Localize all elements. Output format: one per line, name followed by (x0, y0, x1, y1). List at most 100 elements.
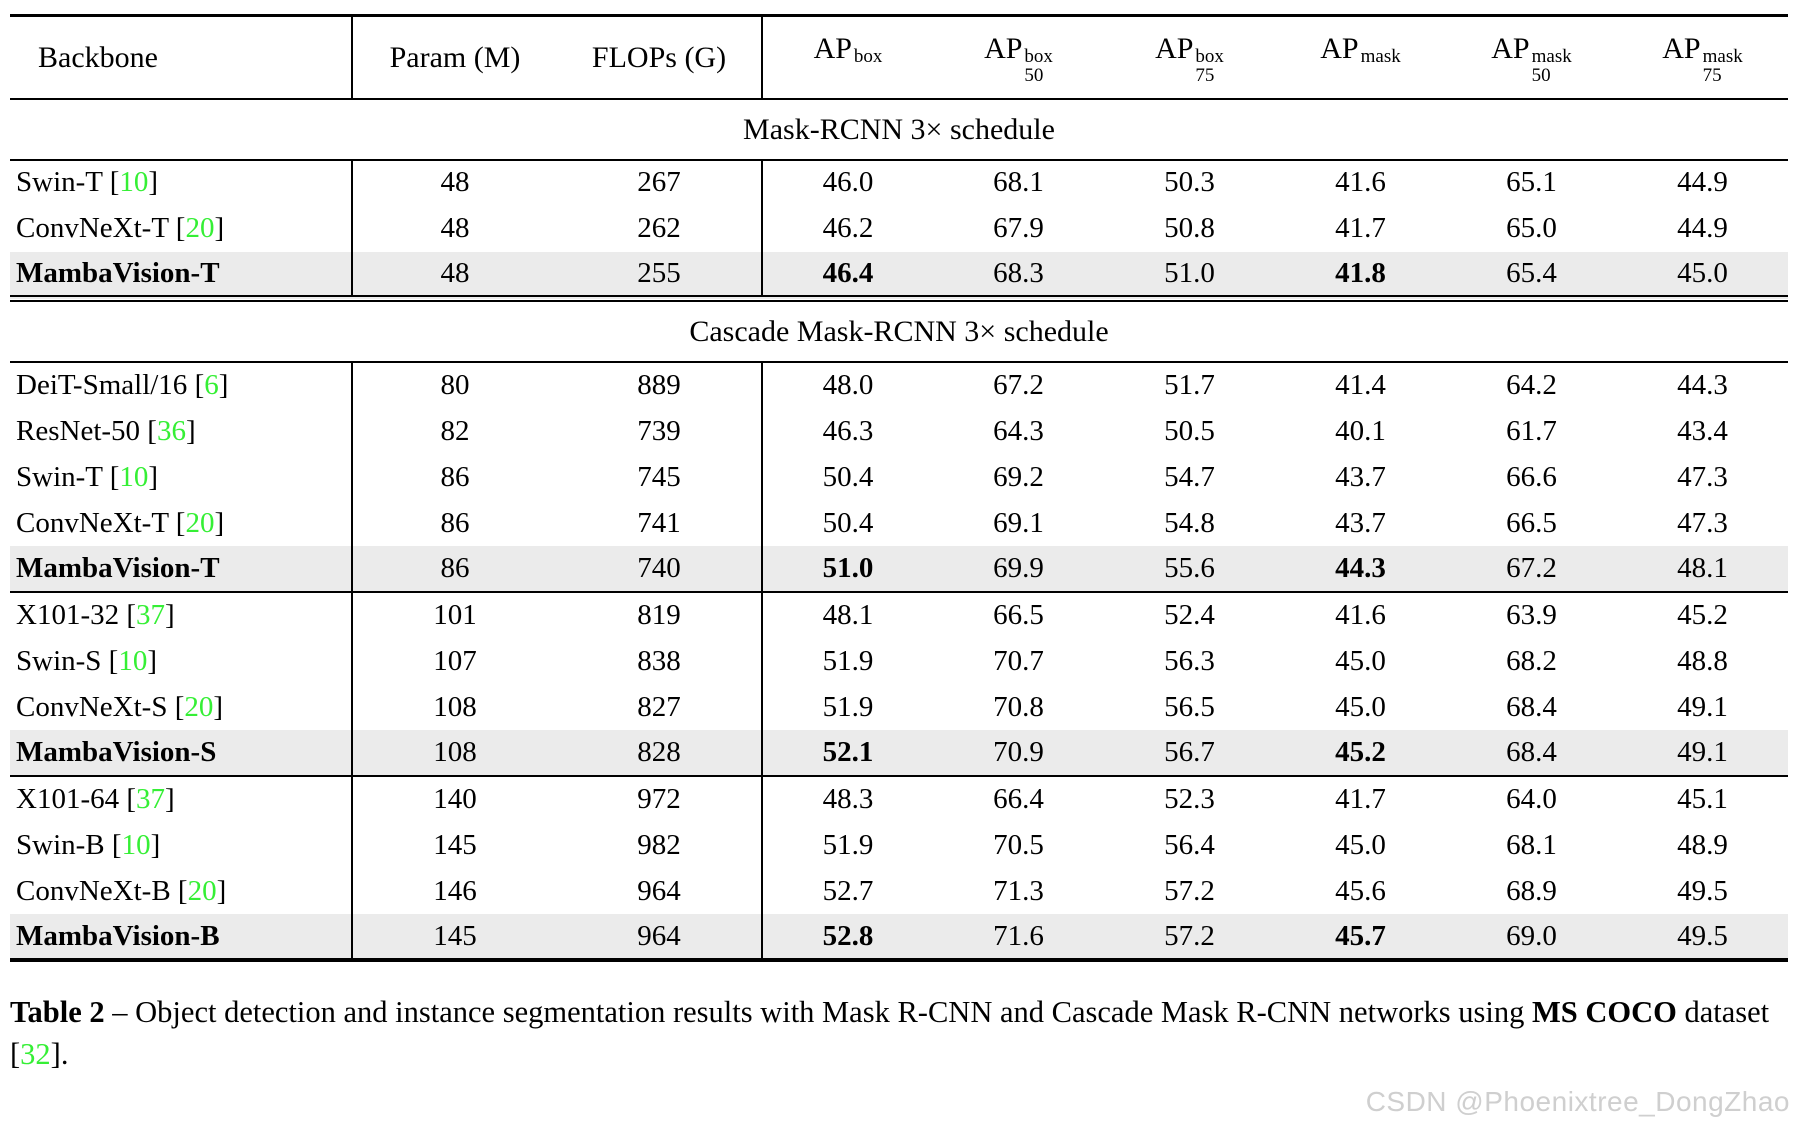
backbone-label: Swin-T (16, 460, 103, 493)
citation-ref[interactable]: 6 (204, 369, 219, 402)
column-header-ap50-mask: AP mask 50 (1446, 15, 1617, 100)
cell-ap50-box: 66.4 (993, 783, 1044, 816)
cell-ap75-box: 56.4 (1164, 828, 1215, 861)
cell-param: 145 (352, 914, 557, 961)
caption-dataset-name: MS COCO (1531, 995, 1677, 1030)
cell-ap50-mask: 68.4 (1506, 690, 1557, 723)
cell-ap-box: 51.9 (822, 828, 874, 861)
cell-ap-mask: 45.2 (1275, 730, 1446, 778)
cell-ap-box: 46.2 (822, 211, 874, 244)
cell-ap-mask: 41.7 (1335, 783, 1386, 816)
citation-ref[interactable]: 20 (187, 874, 217, 907)
citation-ref[interactable]: 37 (136, 599, 166, 632)
cell-ap50-mask: 61.7 (1506, 414, 1557, 447)
cell-param: 145 (433, 828, 477, 861)
cell-ap75-mask: 49.5 (1617, 914, 1788, 961)
cell-ap75-box: 57.2 (1164, 874, 1215, 907)
citation-ref[interactable]: 10 (121, 828, 151, 861)
column-header-flops: FLOPs (G) (557, 15, 763, 100)
cell-ap-mask: 45.7 (1275, 914, 1446, 961)
cell-ap75-box: 51.0 (1104, 251, 1275, 299)
cell-param: 146 (433, 874, 477, 907)
cell-ap-mask: 45.0 (1335, 644, 1386, 677)
backbone-name: X101-32 [37] (10, 592, 353, 639)
cell-ap50-mask: 63.9 (1506, 599, 1557, 632)
cell-ap75-box: 56.7 (1104, 730, 1275, 778)
cell-ap-box: 52.7 (822, 874, 874, 907)
citation-ref[interactable]: 10 (118, 644, 148, 677)
backbone-name: Swin-B [10] (10, 822, 353, 869)
cell-flops: 819 (557, 592, 763, 639)
cell-ap50-mask: 65.0 (1506, 211, 1557, 244)
cell-ap-box: 46.4 (762, 251, 933, 299)
citation-ref[interactable]: 10 (119, 166, 149, 199)
table-row-mambavision-b: MambaVision-B 145 964 52.8 71.6 57.2 45.7 69.0 4… (10, 914, 1788, 961)
backbone-label: ConvNeXt-B (16, 874, 171, 907)
cell-param: 48 (440, 211, 470, 244)
citation-ref[interactable]: 36 (156, 414, 186, 447)
cell-param: 82 (440, 414, 470, 447)
backbone-label: X101-32 (16, 599, 120, 632)
backbone-label: DeiT-Small/16 (16, 369, 188, 402)
cell-ap50-mask: 68.4 (1446, 730, 1617, 778)
cell-flops: 745 (557, 454, 763, 501)
table-header: Backbone Param (M) FLOPs (G) AP box AP box 50 AP… (10, 15, 1788, 100)
cell-param: 101 (433, 599, 477, 632)
cell-ap-box: 52.8 (762, 914, 933, 961)
backbone-label: Swin-T (16, 166, 103, 199)
results-table: Backbone Param (M) FLOPs (G) AP box AP box 50 AP… (10, 14, 1788, 963)
cell-ap50-box: 66.5 (993, 599, 1044, 632)
cell-param: 86 (352, 546, 557, 594)
cell-ap50-mask: 66.6 (1506, 460, 1557, 493)
column-header-ap-box: AP box (762, 15, 933, 100)
cell-ap75-box: 54.7 (1164, 460, 1215, 493)
cell-ap-mask: 41.4 (1335, 369, 1386, 402)
cell-ap75-box: 54.8 (1164, 506, 1215, 539)
cell-ap75-mask: 44.3 (1677, 369, 1728, 402)
caption-dash: – (104, 995, 136, 1030)
cell-ap50-box: 70.5 (993, 828, 1044, 861)
cell-ap-mask: 41.8 (1275, 251, 1446, 299)
table-row-convnext-t: ConvNeXt-T [20] 48 262 46.2 67.9 50.8 41.7 65.0… (10, 205, 1788, 252)
citation-ref[interactable]: 10 (119, 460, 149, 493)
cell-flops: 964 (557, 868, 763, 915)
table-body: Mask-RCNN 3× schedule Swin-T [10] 48 267 46.… (10, 98, 1788, 961)
table-row-mambavision-t: MambaVision-T 86 740 51.0 69.9 55.6 44.3 67.2 48… (10, 546, 1788, 594)
cell-ap50-box: 70.7 (993, 644, 1044, 677)
cell-ap-mask: 43.7 (1335, 460, 1386, 493)
cell-ap-box: 51.9 (822, 690, 874, 723)
citation-ref[interactable]: 32 (20, 1036, 51, 1071)
supsub: box (853, 46, 883, 68)
cell-flops: 982 (557, 822, 763, 869)
cell-ap50-box: 64.3 (993, 414, 1044, 447)
cell-ap75-box: 51.7 (1164, 369, 1215, 402)
cell-flops: 838 (557, 638, 763, 685)
cell-ap75-box: 50.5 (1164, 414, 1215, 447)
cell-param: 86 (440, 506, 470, 539)
cell-ap50-box: 67.9 (993, 211, 1044, 244)
cell-ap-box: 46.0 (822, 166, 874, 199)
citation-ref[interactable]: 20 (185, 506, 215, 539)
cell-flops: 740 (557, 546, 763, 594)
cell-ap-box: 50.4 (822, 506, 874, 539)
cell-param: 108 (433, 690, 477, 723)
citation-ref[interactable]: 20 (184, 690, 214, 723)
backbone-name: ConvNeXt-B [20] (10, 868, 353, 915)
table-row-swin-t: Swin-T [10] 86 745 50.4 69.2 54.7 43.7 66.6 47.3 (10, 454, 1788, 501)
table-row-resnet-50: ResNet-50 [36] 82 739 46.3 64.3 50.5 40.1 61.7 4… (10, 408, 1788, 455)
cell-ap75-mask: 44.9 (1677, 211, 1728, 244)
cell-ap75-mask: 48.1 (1617, 546, 1788, 594)
citation-ref[interactable]: 20 (185, 211, 215, 244)
table-row-swin-t: Swin-T [10] 48 267 46.0 68.1 50.3 41.6 65.1 44.9 (10, 159, 1788, 206)
citation-ref[interactable]: 37 (136, 783, 166, 816)
cell-param: 107 (433, 644, 477, 677)
section-title-row-cascade-mask-rcnn-3-schedule: Cascade Mask-RCNN 3× schedule (10, 295, 1788, 364)
cell-ap75-mask: 43.4 (1677, 414, 1728, 447)
table-row-deit-small-16: DeiT-Small/16 [6] 80 889 48.0 67.2 51.7 41.4 64… (10, 362, 1788, 409)
cell-ap50-mask: 65.1 (1506, 166, 1557, 199)
cell-ap-mask: 41.6 (1335, 166, 1386, 199)
column-header-ap50-box: AP box 50 (933, 15, 1104, 100)
column-header-ap75-box: AP box 75 (1104, 15, 1275, 100)
backbone-name: DeiT-Small/16 [6] (10, 362, 353, 409)
